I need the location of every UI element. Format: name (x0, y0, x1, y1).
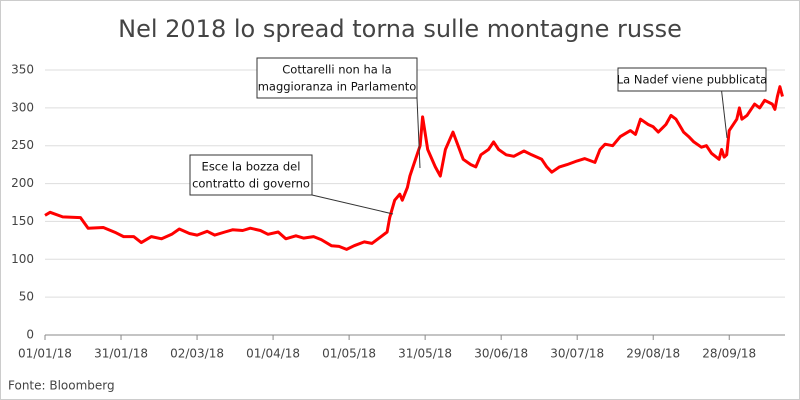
y-tick-label: 250 (11, 138, 34, 152)
data-line (44, 85, 784, 251)
x-tick-label: 30/06/18 (474, 347, 528, 361)
annotation-text: maggioranza in Parlamento (258, 80, 417, 94)
annotation-text: Esce la bozza del (202, 160, 301, 174)
annotation-text: La Nadef viene pubblicata (617, 73, 767, 87)
annotation-box (189, 154, 313, 196)
annotation-arrow (311, 194, 394, 215)
y-tick-label: 100 (11, 252, 34, 266)
chart-title: Nel 2018 lo spread torna sulle montagne … (118, 15, 682, 43)
x-tick-label: 31/05/18 (398, 347, 452, 361)
x-tick-label: 01/05/18 (322, 347, 376, 361)
y-tick-label: 200 (11, 176, 34, 190)
x-tick-label: 01/04/18 (246, 347, 300, 361)
y-tick-label: 150 (11, 214, 34, 228)
y-tick-label: 350 (11, 63, 34, 77)
source: Fonte: Bloomberg (8, 379, 115, 393)
x-tick-label: 28/09/18 (702, 347, 756, 361)
x-tick-label: 02/03/18 (170, 347, 224, 361)
x-tick-label: 01/01/18 (18, 347, 72, 361)
y-tick-label: 300 (11, 100, 34, 114)
annotation-arrow (721, 90, 728, 139)
x-tick-label: 29/08/18 (626, 347, 680, 361)
y-tick-label: 50 (19, 290, 34, 304)
x-tick-label: 30/07/18 (550, 347, 604, 361)
annotation-text: contratto di governo (192, 177, 310, 191)
y-tick-label: 0 (26, 328, 34, 342)
annotation-arrow (416, 97, 421, 169)
annotation-box (617, 67, 767, 92)
annotation-box (256, 57, 418, 99)
x-tick-label: 31/01/18 (94, 347, 148, 361)
annotation-text: Cottarelli non ha la (282, 63, 391, 77)
